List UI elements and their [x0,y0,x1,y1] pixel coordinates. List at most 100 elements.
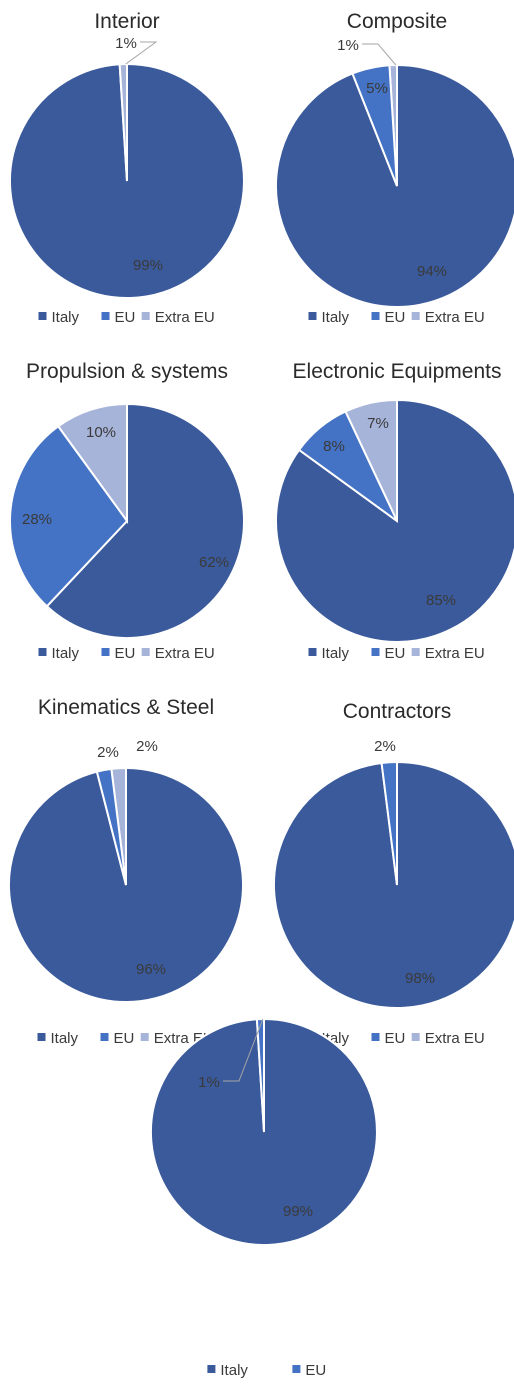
legend-label: EU [115,309,136,326]
data-label-italy: 94% [417,263,447,280]
data-label-extra-eu: 7% [367,415,389,432]
legend-item-italy: Italy [37,1030,79,1047]
legend-item-italy: Italy [38,645,80,662]
legend-swatch [411,312,420,320]
chart-legend: Italy EU Extra EU [308,645,485,662]
pie-slice-eu [380,760,398,886]
legend-label: Italy [52,309,80,326]
legend-item-extra-eu: Extra EU [411,309,485,326]
legend-swatch [411,1033,420,1041]
legend-label: EU [114,1030,135,1047]
data-label-eu: 28% [22,511,52,528]
leader-line [362,43,397,66]
chart-title: Contractors [343,700,452,723]
legend-swatch [37,1033,46,1041]
legend-swatch [101,312,110,320]
legend-item-extra-eu: Extra EU [411,645,485,662]
chart-legend: Italy EU Extra EU [38,309,215,326]
pie-slice-eu [351,64,398,187]
legend-label: Extra EU [425,309,485,326]
legend-swatch [207,1365,216,1373]
chart-legend: Italy EU [207,1362,326,1379]
legend-swatch [308,312,317,320]
data-label-extra-eu: 10% [86,424,116,441]
chart-title: Composite [347,10,447,33]
chart-legend: Italy EU Extra EU [37,1030,214,1047]
legend-item-eu: EU [292,1362,326,1379]
chart-legend: Italy EU Extra EU [308,309,485,326]
chart-title: Kinematics & Steel [38,696,214,719]
legend-item-italy: Italy [38,309,80,326]
legend-item-eu: EU [371,645,406,662]
chart-title: Propulsion & systems [26,360,228,383]
legend-label: EU [385,1030,406,1047]
data-label-italy: 96% [136,961,166,978]
legend-swatch [308,648,317,656]
legend-swatch [371,1033,380,1041]
legend-item-eu: EU [101,309,136,326]
pie-slice-extra-eu [118,62,128,182]
data-label-extra-eu: 1% [115,35,137,52]
data-label-italy: 99% [283,1203,313,1220]
legend-item-italy: Italy [308,309,350,326]
data-label-italy: 99% [133,257,163,274]
data-label-italy: 98% [405,970,435,987]
pie-slice-italy [273,760,514,1009]
data-label-extra-eu: 1% [337,37,359,54]
chart-legend: Italy EU Extra EU [38,645,215,662]
legend-label: Extra EU [425,645,485,662]
pie-slice-extra-eu [56,402,128,525]
pie-slice-italy [275,63,514,308]
chart-title: Interior [94,10,159,33]
data-label-italy: 62% [199,554,229,571]
data-label-extra-eu: 2% [136,738,158,755]
legend-item-eu: EU [100,1030,135,1047]
legend-swatch [100,1033,109,1041]
data-label-eu: 2% [374,738,396,755]
data-label-eu: 2% [97,744,119,761]
pie-slice-italy [45,402,245,639]
legend-item-eu: EU [371,1030,406,1047]
pie-slice-eu [9,424,129,608]
legend-label: Italy [220,1362,248,1379]
legend-label: Extra EU [155,645,215,662]
pie-chart-composite: Composite 94% 5% 1% Italy EU Extra EU [275,10,514,326]
legend-swatch [38,312,47,320]
chart-title: Electronic Equipments [293,360,502,383]
legend-label: Italy [322,309,350,326]
pie-slice-eu [95,767,127,886]
legend-label: Extra EU [155,309,215,326]
pie-slice-italy [275,398,514,643]
legend-swatch [371,648,380,656]
legend-item-italy: Italy [308,645,350,662]
legend-item-italy: Italy [207,1362,248,1379]
legend-item-extra-eu: Extra EU [141,645,215,662]
legend-label: Italy [52,645,80,662]
legend-label: EU [115,645,136,662]
legend-swatch [140,1033,149,1041]
data-label-eu: 8% [323,438,345,455]
legend-swatch [101,648,110,656]
pie-chart-propulsion-and-systems: Propulsion & systems 62% 28% 10% Italy EU Extr… [9,360,245,662]
pie-slice-eu [255,1017,265,1133]
leader-line [223,1018,264,1082]
legend-item-extra-eu: Extra EU [141,309,215,326]
legend-label: Extra EU [425,1030,485,1047]
data-label-eu: 5% [366,80,388,97]
legend-swatch [38,648,47,656]
legend-item-eu: EU [101,645,136,662]
legend-swatch [292,1365,301,1373]
legend-swatch [371,312,380,320]
leader-line [125,41,158,65]
data-label-italy: 85% [426,592,456,609]
legend-item-extra-eu: Extra EU [411,1030,485,1047]
pie-chart-interior: Interior 99% 1% Italy EU Extra EU [9,10,245,326]
legend-label: EU [385,645,406,662]
pie-chart-electronic-equipments: Electronic Equipments 85% 8% 7% Italy EU Extra… [275,360,514,662]
legend-label: EU [385,309,406,326]
legend-label: EU [305,1362,326,1379]
